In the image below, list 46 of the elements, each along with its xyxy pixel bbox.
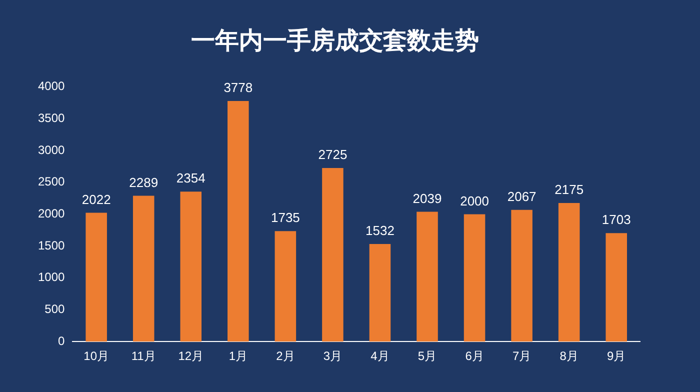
bar — [369, 244, 391, 342]
data-label: 1735 — [270, 210, 300, 226]
data-label: 3778 — [224, 80, 253, 96]
x-tick-label: 9月 — [607, 349, 626, 364]
bar — [322, 168, 344, 342]
data-label: 2175 — [554, 182, 584, 198]
x-tick-label: 8月 — [560, 349, 578, 364]
x-tick-label: 1月 — [228, 349, 248, 364]
bar — [86, 212, 107, 342]
data-label: 2725 — [318, 147, 348, 162]
y-tick-label: 500 — [44, 302, 66, 316]
bar — [132, 196, 154, 342]
y-tick-label: 4000 — [38, 79, 66, 94]
x-tick-label: 7月 — [512, 349, 532, 364]
x-tick-label: 2月 — [276, 349, 295, 364]
x-tick-label: 4月 — [370, 349, 390, 364]
bar — [274, 231, 296, 342]
bar — [606, 233, 627, 342]
y-tick-label: 1000 — [38, 270, 66, 284]
y-tick-label: 3000 — [38, 142, 66, 157]
bar — [464, 214, 486, 342]
data-label: 1532 — [366, 223, 394, 238]
x-tick-label: 6月 — [465, 349, 484, 364]
data-label: 2000 — [460, 193, 489, 208]
bar — [180, 192, 202, 342]
x-tick-label: 11月 — [131, 349, 156, 364]
bar — [558, 203, 580, 342]
x-tick-label: 3月 — [323, 349, 342, 364]
data-label: 2067 — [507, 189, 536, 204]
data-label: 1703 — [602, 212, 631, 228]
x-tick-label: 10月 — [84, 349, 110, 364]
bar — [416, 212, 438, 342]
x-tick-label: 12月 — [178, 349, 204, 364]
data-label: 2039 — [412, 190, 442, 206]
data-label: 2289 — [129, 174, 158, 190]
y-tick-label: 1500 — [38, 238, 66, 252]
bar — [228, 100, 249, 342]
x-tick-label: 5月 — [418, 349, 437, 364]
chart-title: 一年内一手房成交套数走势 — [191, 26, 479, 55]
y-tick-label: 0 — [58, 334, 66, 348]
y-tick-label: 2500 — [38, 174, 66, 189]
bar — [511, 210, 532, 342]
y-tick-label: 3500 — [38, 110, 66, 125]
y-tick-label: 2000 — [38, 206, 66, 221]
data-label: 2354 — [176, 170, 206, 186]
data-label: 2022 — [82, 192, 111, 207]
